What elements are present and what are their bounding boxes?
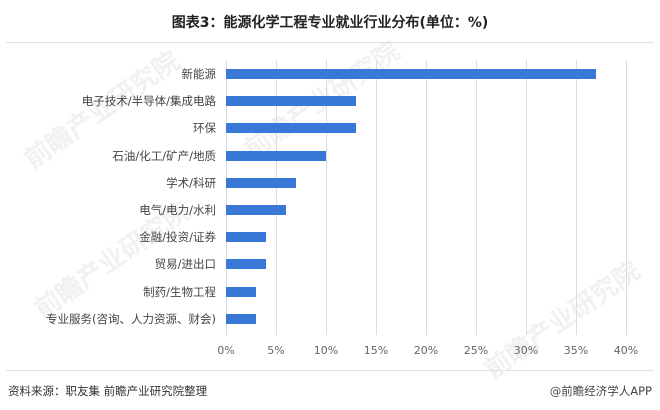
category-label: 金融/投资/证券	[139, 230, 216, 245]
bar	[226, 96, 356, 107]
bar	[226, 259, 266, 270]
footer-divider	[6, 370, 654, 371]
category-label: 新能源	[181, 67, 217, 81]
gridline	[626, 60, 627, 335]
credit-note: @前瞻经济学人APP	[549, 384, 652, 398]
x-tick-label: 10%	[313, 344, 339, 357]
source-note: 资料来源：职友集 前瞻产业研究院整理	[8, 384, 208, 398]
category-label: 环保	[193, 121, 216, 136]
plot-area	[226, 60, 646, 335]
title-divider	[6, 42, 654, 43]
category-label: 贸易/进出口	[154, 257, 216, 272]
gridline	[376, 60, 377, 335]
chart-title: 图表3：能源化学工程专业就业行业分布(单位：%)	[171, 15, 489, 31]
category-label: 学术/科研	[166, 175, 216, 190]
x-tick-label: 15%	[363, 344, 389, 357]
category-label: 电子技术/半导体/集成电路	[81, 94, 216, 109]
gridline	[426, 60, 427, 335]
category-label: 制药/生物工程	[143, 284, 216, 299]
bar	[226, 232, 266, 243]
x-tick-label: 40%	[613, 344, 639, 357]
bar	[226, 286, 256, 297]
gridline	[326, 60, 327, 335]
gridline	[226, 60, 227, 335]
x-tick-label: 5%	[267, 344, 285, 357]
x-tick-label: 25%	[463, 344, 489, 357]
x-tick-label: 20%	[413, 344, 439, 357]
gridline	[576, 60, 577, 335]
x-tick-label: 30%	[513, 344, 539, 357]
x-tick-label: 35%	[563, 344, 589, 357]
bar	[226, 69, 596, 79]
bar	[226, 123, 356, 134]
x-tick-label: 0%	[217, 344, 235, 357]
gridline	[276, 60, 277, 335]
category-label: 石油/化工/矿产/地质	[112, 148, 216, 163]
gridline	[476, 60, 477, 335]
category-label: 电气/电力/水利	[139, 203, 216, 217]
bar	[226, 313, 256, 324]
gridline	[526, 60, 527, 335]
bar	[226, 150, 326, 161]
bar	[226, 177, 296, 188]
category-label: 专业服务(咨询、人力资源、财会)	[46, 311, 216, 326]
bar	[226, 205, 286, 215]
